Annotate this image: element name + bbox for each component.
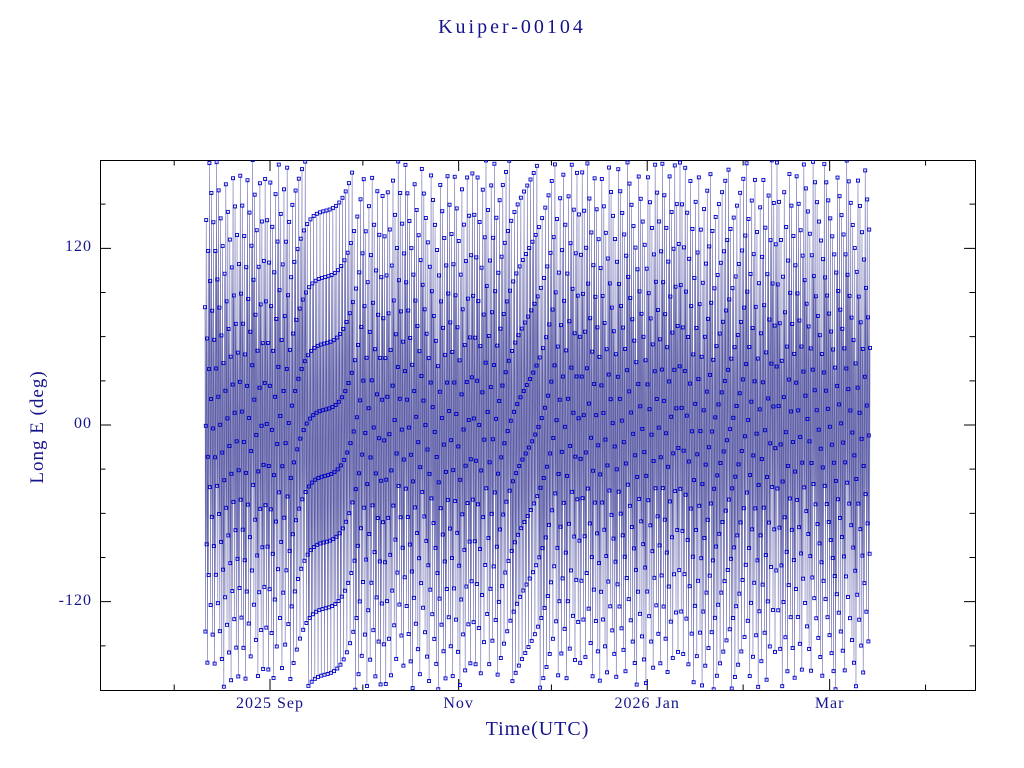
x-tick-label: Mar bbox=[814, 695, 845, 712]
x-tick-label: 2026 Jan bbox=[614, 695, 680, 712]
x-axis-label: Time(UTC) bbox=[485, 718, 590, 740]
y-tick-label: 00 bbox=[74, 415, 92, 432]
y-tick-label: -120 bbox=[58, 591, 92, 609]
x-tick-label: 2025 Sep bbox=[236, 695, 304, 712]
x-tick-label: Nov bbox=[443, 695, 474, 712]
y-tick-label: 120 bbox=[65, 238, 92, 256]
chart-title: Kuiper-00104 bbox=[438, 16, 586, 38]
